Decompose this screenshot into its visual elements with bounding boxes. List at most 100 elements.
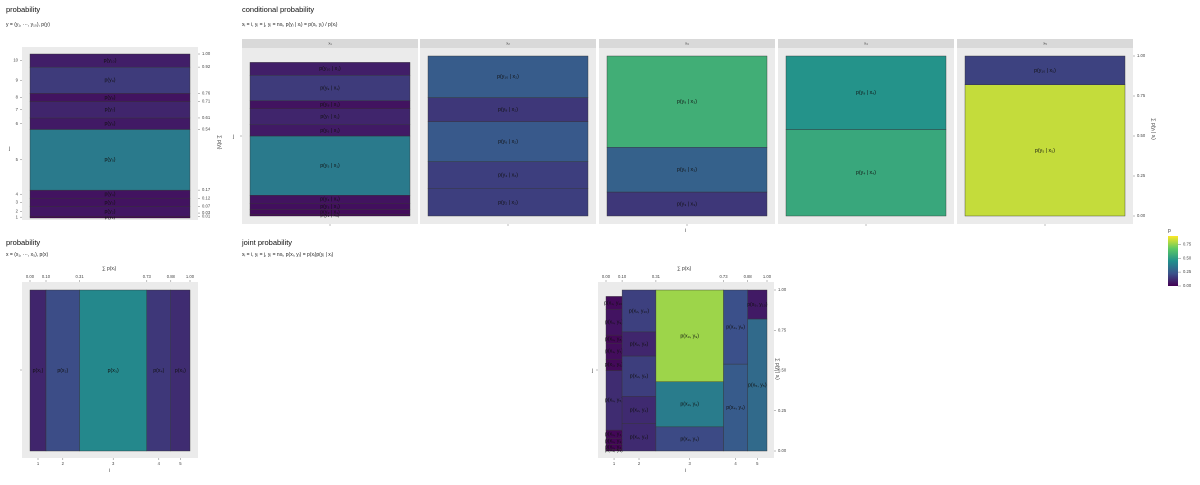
p4-y2-axis-label: ∑ p(yⱼ | xᵢ) (774, 358, 780, 380)
p2-bar-label: p(y₈ | x₂) (498, 107, 518, 113)
p2-facet-strip (778, 39, 954, 48)
p2-facet-strip (242, 39, 418, 48)
p4-x2-tick-label: 0.10 (618, 274, 627, 279)
p3-x-tick-label: 5 (179, 461, 182, 466)
p1-y-tick-label: 7 (16, 107, 19, 112)
p1-y2-tick-label: 1.00 (202, 51, 211, 56)
p4-x2-tick-label: 0.73 (719, 274, 728, 279)
p4-cell-label: p(x₂, y₁₀) (629, 308, 650, 314)
p2-bar (606, 146, 768, 193)
p2-bar-label: p(y₃ | x₃) (677, 201, 697, 207)
p2-bar-label: p(y₆ | x₂) (498, 139, 518, 145)
p4-cell-label: p(x₃, y₆) (680, 402, 699, 408)
p3-x-axis-label: i (109, 468, 110, 474)
p2-y2-tick-label: 1.00 (1137, 53, 1146, 58)
p1-bar-label: p(y₉) (105, 78, 116, 84)
p4-y2-tick-label: 0.50 (778, 368, 787, 373)
p4-cell-label: p(x₁, y₇) (605, 349, 623, 355)
p4-cell-label: p(x₁, y₄) (605, 431, 624, 437)
p1-y2-tick-label: 0.54 (202, 127, 211, 132)
p4-cell-label: p(x₁, y₉) (605, 320, 623, 326)
p4-y2-tick-label: 0.25 (778, 408, 787, 413)
p3-bar-label: p(x₂) (57, 368, 68, 374)
p1-y-tick-label: 3 (16, 200, 19, 205)
p2-bar-label: p(y₅ | x₅) (1035, 148, 1055, 154)
p1-y2-tick-label: 0.17 (202, 187, 211, 192)
p1-y-tick-label: 2 (16, 209, 19, 214)
p1-y-tick-label: 8 (16, 95, 19, 100)
p2-facet-label: x₃ (685, 41, 689, 46)
p2-bar-label: p(y₅ | x₁) (320, 163, 340, 169)
p2-bar (427, 55, 589, 98)
p3-bar-label: p(x₁) (33, 368, 44, 374)
p2-bar (427, 188, 589, 217)
p2-bar-label: p(y₇ | x₁) (320, 114, 340, 120)
p1-y2-tick-label: 0.03 (202, 210, 211, 215)
p4-x2-tick-label: 0.88 (744, 274, 753, 279)
p2-bar-label: p(y₄ | x₂) (498, 173, 518, 179)
p3-x2-axis-label: ∑ p(xᵢ) (102, 266, 117, 272)
p4-cell-label: p(x₃, y₃) (680, 436, 699, 442)
p1-bar-label: p(y₅) (104, 157, 115, 163)
p4-x2-tick-label: 0.31 (652, 274, 661, 279)
p4-y2-tick-label: 0.75 (778, 327, 787, 332)
p1-bar-label: p(y₆) (104, 121, 115, 127)
p3-bar (170, 289, 191, 452)
legend-colorbar (1168, 236, 1178, 286)
p2-y2-tick-label: 0.25 (1137, 173, 1146, 178)
p2-bar-label: p(y₉ | x₃) (677, 99, 697, 105)
p2-y-axis-label: j (232, 134, 234, 140)
p4-cell-label: p(x₁, y₈) (605, 336, 624, 342)
p3-x2-tick-label: 1.00 (186, 274, 195, 279)
p3-x-tick-label: 3 (112, 461, 115, 466)
p2-facet-strip (599, 39, 775, 48)
p4-x2-tick-label: 0.00 (602, 274, 611, 279)
p1-bar-label: p(y₈) (104, 95, 115, 101)
p4-cell-label: p(x₁, y₃) (605, 439, 624, 445)
p2-facet-strip (957, 39, 1133, 48)
p2-y2-tick-label: 0.50 (1137, 133, 1146, 138)
p2-bar-label: p(y₁₀ | x₅) (1034, 68, 1056, 74)
p1-bar-label: p(y₃) (104, 200, 115, 206)
p2-title: conditional probability (242, 5, 314, 14)
p2-bar-label: p(y₂ | x₂) (498, 200, 518, 206)
p2-facet-strip (420, 39, 596, 48)
p2-bar (964, 84, 1126, 217)
p3-x2-tick-label: 0.10 (42, 274, 51, 279)
p1-y2-tick-label: 0.76 (202, 90, 211, 95)
p4-cell (723, 363, 748, 452)
p4-cell (747, 289, 768, 320)
p2-bar-label: p(y₂ | x₁) (320, 209, 340, 215)
p2-bar (606, 191, 768, 217)
p4-cell-label: p(x₁, y₂) (605, 444, 623, 450)
p3-subtitle: x = (x₁, ···, x₅), p(x) (6, 252, 49, 258)
p4-x-tick-label: 2 (638, 461, 641, 466)
p3-x-tick-label: 4 (158, 461, 161, 466)
p4-cell (723, 289, 748, 365)
p4-x2-axis-label: ∑ p(xᵢ) (677, 266, 692, 272)
p3-bar-label: p(x₃) (108, 368, 119, 374)
p2-bar-label: p(y₈ | x₁) (320, 102, 340, 108)
p4-cell-label: p(x₃, y₉) (680, 333, 699, 339)
p2-bar-label: p(y₃ | x₁) (320, 204, 340, 210)
p4-y-axis-label: j (591, 368, 593, 374)
legend-tick-label: 0.50 (1183, 255, 1192, 260)
p4-subtitle: xᵢ = i, yⱼ = j, yⱼ = nxᵢ, p(xᵢ, yⱼ) = p(… (242, 252, 334, 258)
p3-x-tick-label: 1 (37, 461, 40, 466)
p4-x-tick-label: 1 (613, 461, 616, 466)
p2-bar (249, 135, 411, 196)
p4-cell (621, 331, 657, 357)
p4-cell-label: p(x₁, y₅) (605, 398, 624, 404)
p2-bar (249, 74, 411, 101)
legend-tick-label: 0.00 (1183, 283, 1192, 288)
p1-bar (29, 53, 191, 68)
p4-cell (621, 423, 657, 452)
p1-bar (29, 129, 191, 191)
legend-title: p (1168, 228, 1171, 234)
p1-y-tick-label: 10 (13, 58, 18, 63)
p3-x2-tick-label: 0.73 (143, 274, 152, 279)
p3-x2-tick-label: 0.00 (26, 274, 35, 279)
p4-cell-label: p(x₁, y₆) (605, 362, 624, 368)
p3-bar-label: p(x₄) (153, 368, 164, 374)
